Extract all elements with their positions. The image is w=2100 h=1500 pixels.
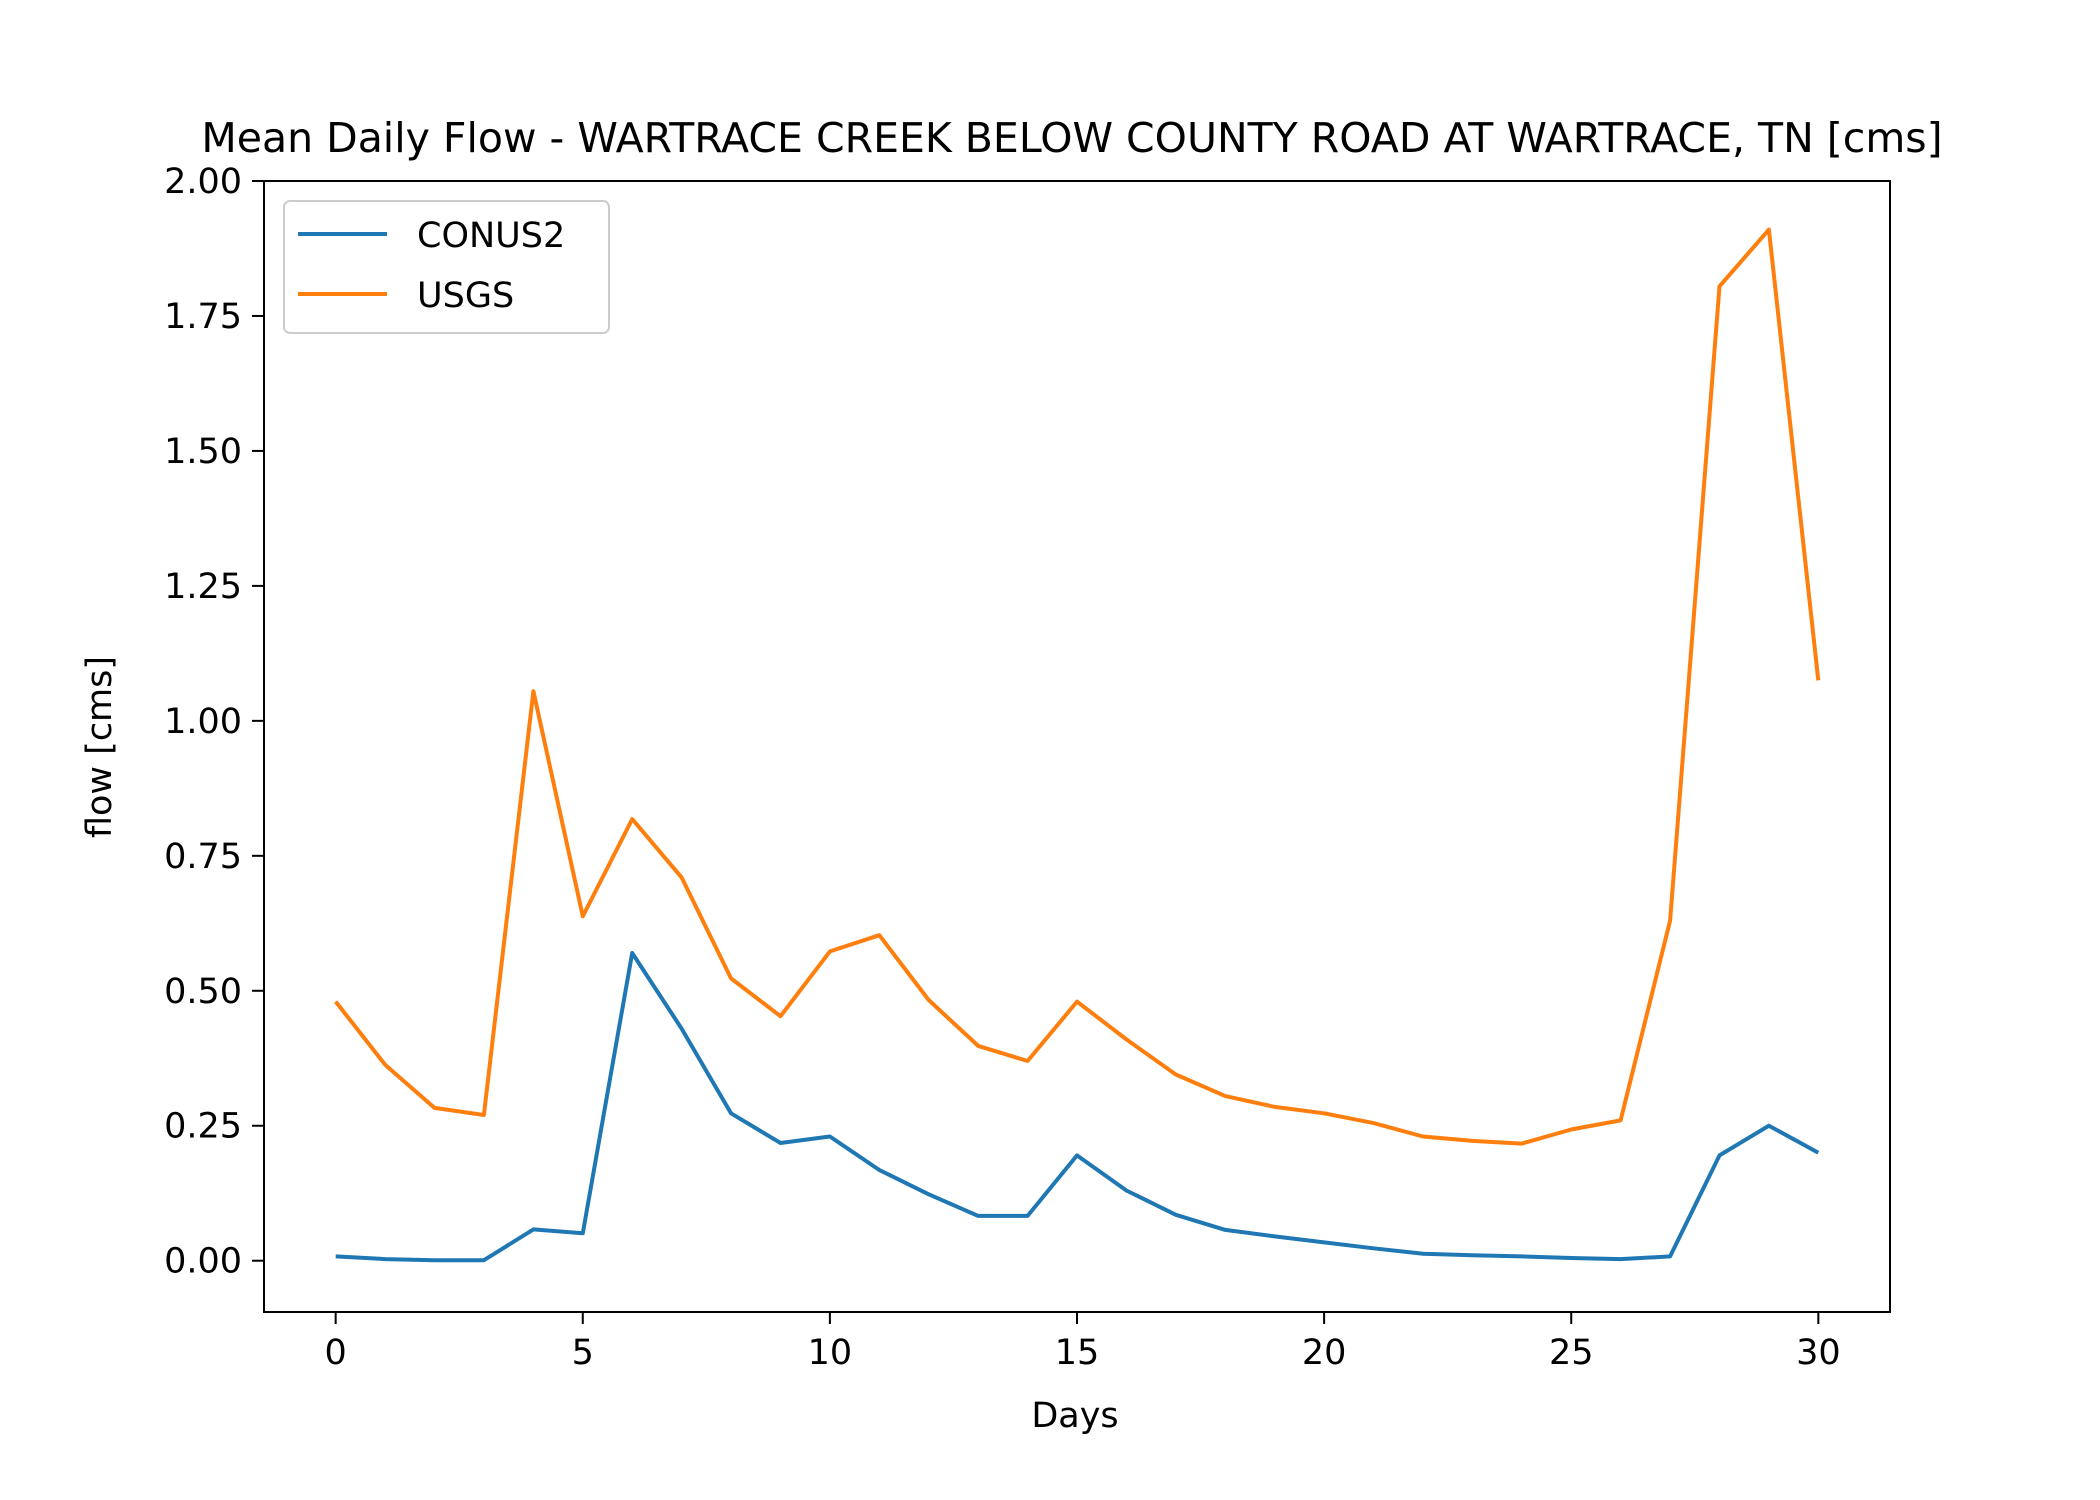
y-tick-label: 0.75 [164, 837, 242, 877]
x-tick-label: 25 [1549, 1333, 1594, 1373]
y-tick-label: 1.25 [164, 567, 242, 607]
x-axis-label: Days [1031, 1396, 1118, 1436]
x-axis-ticks: 0 5 10 15 20 25 30 [325, 1312, 1841, 1373]
legend-label-usgs: USGS [417, 276, 514, 316]
x-tick-label: 30 [1796, 1333, 1841, 1373]
series-line-usgs [334, 227, 1821, 1146]
x-tick-label: 10 [808, 1333, 853, 1373]
y-tick-label: 1.50 [164, 432, 242, 472]
y-axis-ticks: 0.00 0.25 0.50 0.75 1.00 1.25 1.50 1.75 2.00 [164, 162, 264, 1282]
x-tick-label: 15 [1055, 1333, 1100, 1373]
x-tick-label: 20 [1302, 1333, 1347, 1373]
y-tick-label: 1.00 [164, 702, 242, 742]
y-tick-label: 0.00 [164, 1242, 242, 1282]
y-tick-label: 2.00 [164, 162, 242, 202]
series-line-conus2 [335, 951, 1820, 1263]
chart-title: Mean Daily Flow - WARTRACE CREEK BELOW C… [201, 114, 1942, 162]
x-tick-label: 5 [572, 1333, 594, 1373]
y-tick-label: 0.50 [164, 972, 242, 1012]
series-layer [334, 227, 1821, 1263]
x-tick-label: 0 [325, 1333, 347, 1373]
y-axis-label: flow [cms] [80, 656, 120, 838]
legend-label-conus2: CONUS2 [417, 216, 565, 256]
y-tick-label: 1.75 [164, 297, 242, 337]
y-tick-label: 0.25 [164, 1107, 242, 1147]
legend: CONUS2 USGS [283, 200, 610, 334]
